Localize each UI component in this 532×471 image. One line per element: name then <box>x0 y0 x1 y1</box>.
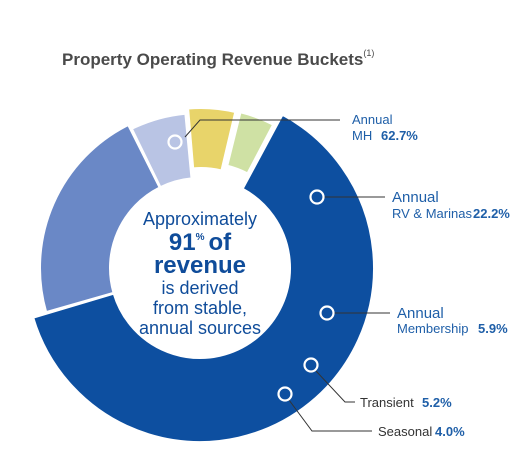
chart-title: Property Operating Revenue Buckets(1) <box>62 48 375 70</box>
center-annotation: Approximately 91% of revenue is derived f… <box>139 209 261 338</box>
center-percent-value: 91 <box>169 229 196 256</box>
title-footnote: (1) <box>363 48 375 58</box>
label-seasonal: Seasonal <box>378 424 432 439</box>
label-membership-line2: Membership <box>397 321 469 336</box>
label-seasonal-pct: 4.0% <box>435 424 465 439</box>
label-transient-pct: 5.2% <box>422 395 452 410</box>
label-rv-line1: Annual <box>392 189 439 206</box>
slice-transient <box>187 107 237 172</box>
label-mh-pct: 62.7% <box>381 128 418 143</box>
marker-transient <box>303 357 319 373</box>
center-line2: 91% of <box>169 229 232 256</box>
label-mh-line1: Annual <box>352 112 393 127</box>
center-disc <box>110 178 290 358</box>
leader-line-transient <box>315 370 355 403</box>
label-mh-line2: MH <box>352 128 372 143</box>
center-line1: Approximately <box>143 209 257 229</box>
marker-rv <box>309 189 325 205</box>
leader-line-seasonal <box>288 399 372 432</box>
chart-title-text: Property Operating Revenue Buckets <box>62 50 364 69</box>
label-rv-pct: 22.2% <box>473 206 510 221</box>
slices-group <box>31 107 375 443</box>
label-rv-line2: RV & Marinas <box>392 206 472 221</box>
center-line3: revenue <box>154 252 246 279</box>
marker-seasonal <box>277 386 293 402</box>
center-of: of <box>208 229 232 256</box>
leader-line-mh <box>184 119 340 138</box>
marker-membership <box>319 305 335 321</box>
center-percent-unit: % <box>196 232 205 243</box>
label-membership-line1: Annual <box>397 305 444 322</box>
center-line6: annual sources <box>139 318 261 338</box>
center-line5: from stable, <box>153 298 247 318</box>
center-line4: is derived <box>161 278 238 298</box>
labels-group: Annual MH 62.7% Annual RV & Marinas 22.2… <box>167 112 510 439</box>
marker-mh <box>167 134 183 150</box>
slice-seasonal <box>226 111 275 175</box>
label-transient: Transient <box>360 395 414 410</box>
label-membership-pct: 5.9% <box>478 321 508 336</box>
